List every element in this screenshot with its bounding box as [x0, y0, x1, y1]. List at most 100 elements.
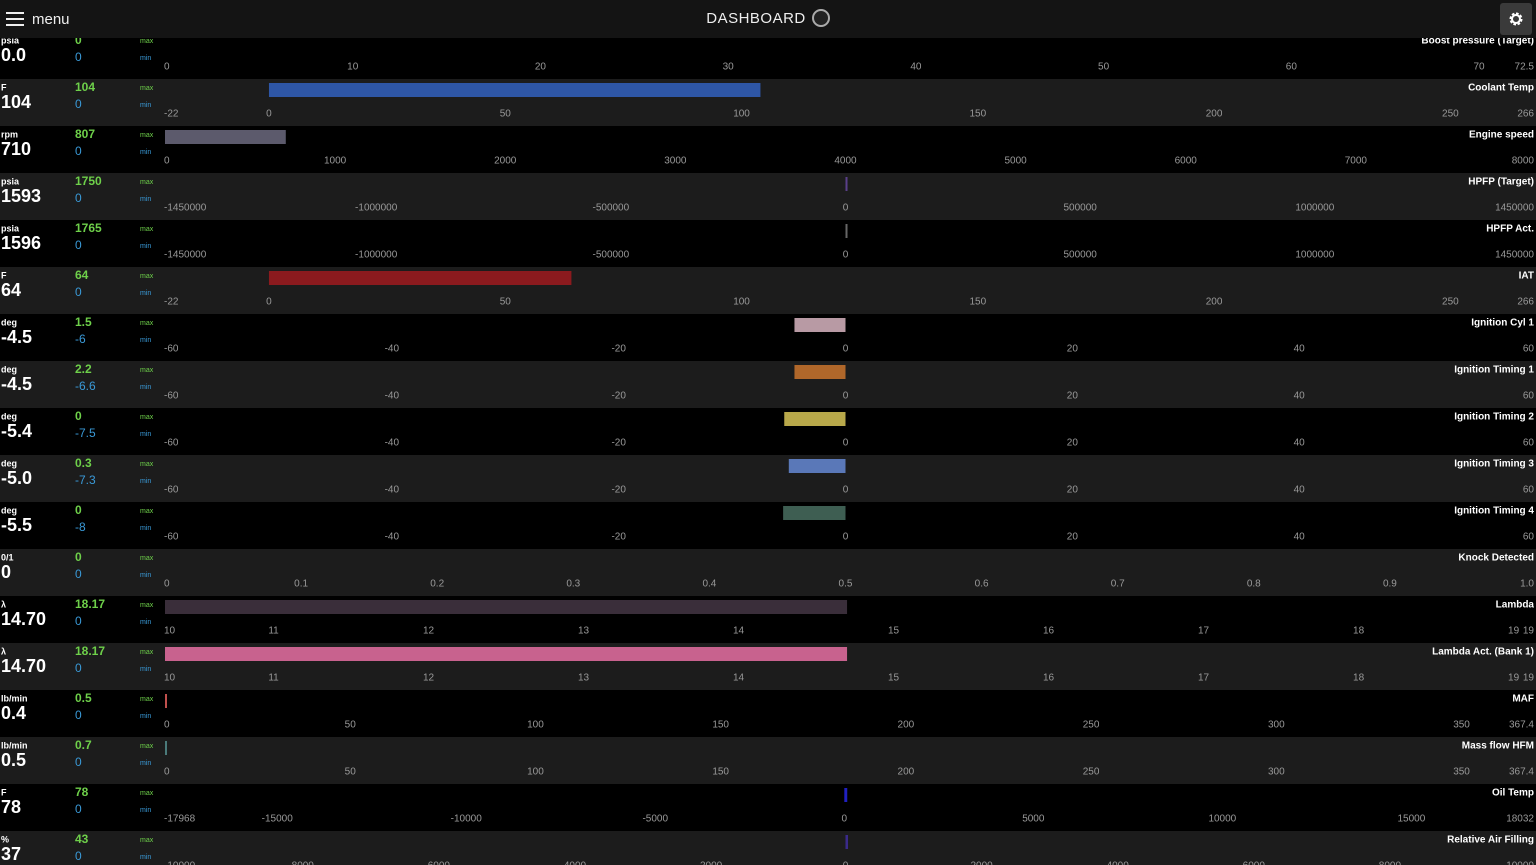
axis-tick-label: 40	[1294, 391, 1306, 402]
value-bar	[784, 412, 846, 426]
settings-button[interactable]	[1500, 3, 1532, 35]
title-text: DASHBOARD	[706, 10, 806, 27]
unit: deg	[1, 458, 17, 468]
axis-tick-label: 350	[1453, 767, 1470, 778]
axis-tick-label: 0.3	[566, 579, 580, 590]
max-value: 0	[75, 550, 82, 564]
axis-tick-label: 5000	[1022, 814, 1045, 825]
axis-tick-label: 14	[733, 673, 745, 684]
axis-tick-label: 3000	[664, 156, 687, 167]
axis-tick-label: -2000	[697, 861, 723, 865]
gauge-name: MAF	[1512, 694, 1534, 705]
current-value: 104	[1, 92, 31, 112]
axis-tick-label: 0	[843, 532, 849, 543]
axis-tick-label: 20	[1067, 344, 1079, 355]
axis-tick-label: 0	[843, 861, 849, 865]
unit: λ	[1, 599, 6, 609]
axis-tick-label: 10000	[1208, 814, 1236, 825]
axis-limit-label: 0	[164, 62, 170, 73]
unit: F	[1, 787, 7, 797]
axis-tick-label: 19	[1508, 673, 1520, 684]
axis-tick-label: 20	[1067, 391, 1079, 402]
unit: psia	[1, 176, 20, 186]
axis-limit-label: 60	[1523, 485, 1535, 496]
max-value: 2.2	[75, 362, 92, 376]
max-caption: max	[140, 790, 154, 797]
gauge-row: %37 43 0 max min Relative Air Filling -10000 10…	[0, 831, 1536, 865]
axis-limit-label: 19	[1523, 673, 1535, 684]
axis-limit-label: -22	[164, 109, 179, 120]
axis-limit-label: -60	[164, 485, 179, 496]
axis-tick-label: 6000	[1175, 156, 1198, 167]
axis-tick-label: 40	[1294, 485, 1306, 496]
current-value: 0.0	[1, 45, 26, 65]
gauge-name: Relative Air Filling	[1447, 835, 1534, 846]
axis-tick-label: 12	[423, 673, 435, 684]
axis-tick-label: 15000	[1397, 814, 1425, 825]
min-value: -6	[75, 332, 86, 346]
axis-tick-label: 60	[1286, 62, 1298, 73]
min-value: -7.3	[75, 473, 96, 487]
max-caption: max	[140, 132, 154, 139]
axis-tick-label: 250	[1442, 297, 1459, 308]
title: DASHBOARD	[0, 8, 1536, 27]
value-bar	[268, 83, 761, 97]
axis-tick-label: 1000	[324, 156, 347, 167]
axis-tick-label: 40	[1294, 532, 1306, 543]
min-value: 0	[75, 802, 82, 816]
max-caption: max	[140, 226, 154, 233]
axis-tick-label: 12	[423, 626, 435, 637]
row-background	[0, 361, 1536, 408]
value-bar	[845, 177, 848, 191]
axis-tick-label: -20	[611, 391, 626, 402]
max-value: 1765	[75, 221, 102, 235]
axis-limit-label: 8000	[1512, 156, 1535, 167]
gauge-row: deg-4.5 2.2 -6.6 max min Ignition Timing 1 -60…	[0, 361, 1536, 408]
row-background	[0, 502, 1536, 549]
row-background	[0, 408, 1536, 455]
gauge-row: deg-5.4 0 -7.5 max min Ignition Timing 2 -60 60…	[0, 408, 1536, 455]
axis-tick-label: 15	[888, 626, 900, 637]
axis-tick-label: 11	[268, 626, 279, 637]
row-background	[0, 549, 1536, 596]
row-background	[0, 455, 1536, 502]
axis-tick-label: 40	[1294, 438, 1306, 449]
axis-tick-label: 0	[266, 109, 272, 120]
axis-tick-label: -10000	[451, 814, 483, 825]
axis-tick-label: 500000	[1063, 250, 1097, 261]
gauge-name: Boost pressure (Target)	[1421, 36, 1534, 47]
axis-limit-label: 10	[164, 626, 176, 637]
menu-button[interactable]: menu	[6, 8, 70, 30]
axis-tick-label: -500000	[592, 203, 629, 214]
value-bar	[794, 365, 846, 379]
unit: %	[1, 834, 9, 844]
axis-tick-label: -20	[611, 485, 626, 496]
gauge-name: Coolant Temp	[1468, 83, 1534, 94]
axis-tick-label: 200	[898, 720, 915, 731]
min-value: -6.6	[75, 379, 96, 393]
max-caption: max	[140, 837, 154, 844]
max-caption: max	[140, 649, 154, 656]
axis-limit-label: 72.5	[1515, 62, 1535, 73]
axis-limit-label: 1450000	[1495, 203, 1534, 214]
axis-tick-label: 20	[1067, 532, 1079, 543]
max-caption: max	[140, 85, 154, 92]
max-caption: max	[140, 555, 154, 562]
axis-tick-label: 40	[1294, 344, 1306, 355]
axis-limit-label: 367.4	[1509, 767, 1534, 778]
axis-tick-label: 50	[500, 297, 512, 308]
axis-tick-label: 50	[500, 109, 512, 120]
row-background	[0, 32, 1536, 79]
min-caption: min	[140, 713, 151, 720]
current-value: 0.4	[1, 703, 26, 723]
value-bar	[165, 647, 848, 661]
axis-tick-label: 50	[1098, 62, 1110, 73]
row-background	[0, 267, 1536, 314]
value-bar	[165, 694, 167, 708]
min-caption: min	[140, 666, 151, 673]
axis-tick-label: -40	[385, 438, 400, 449]
